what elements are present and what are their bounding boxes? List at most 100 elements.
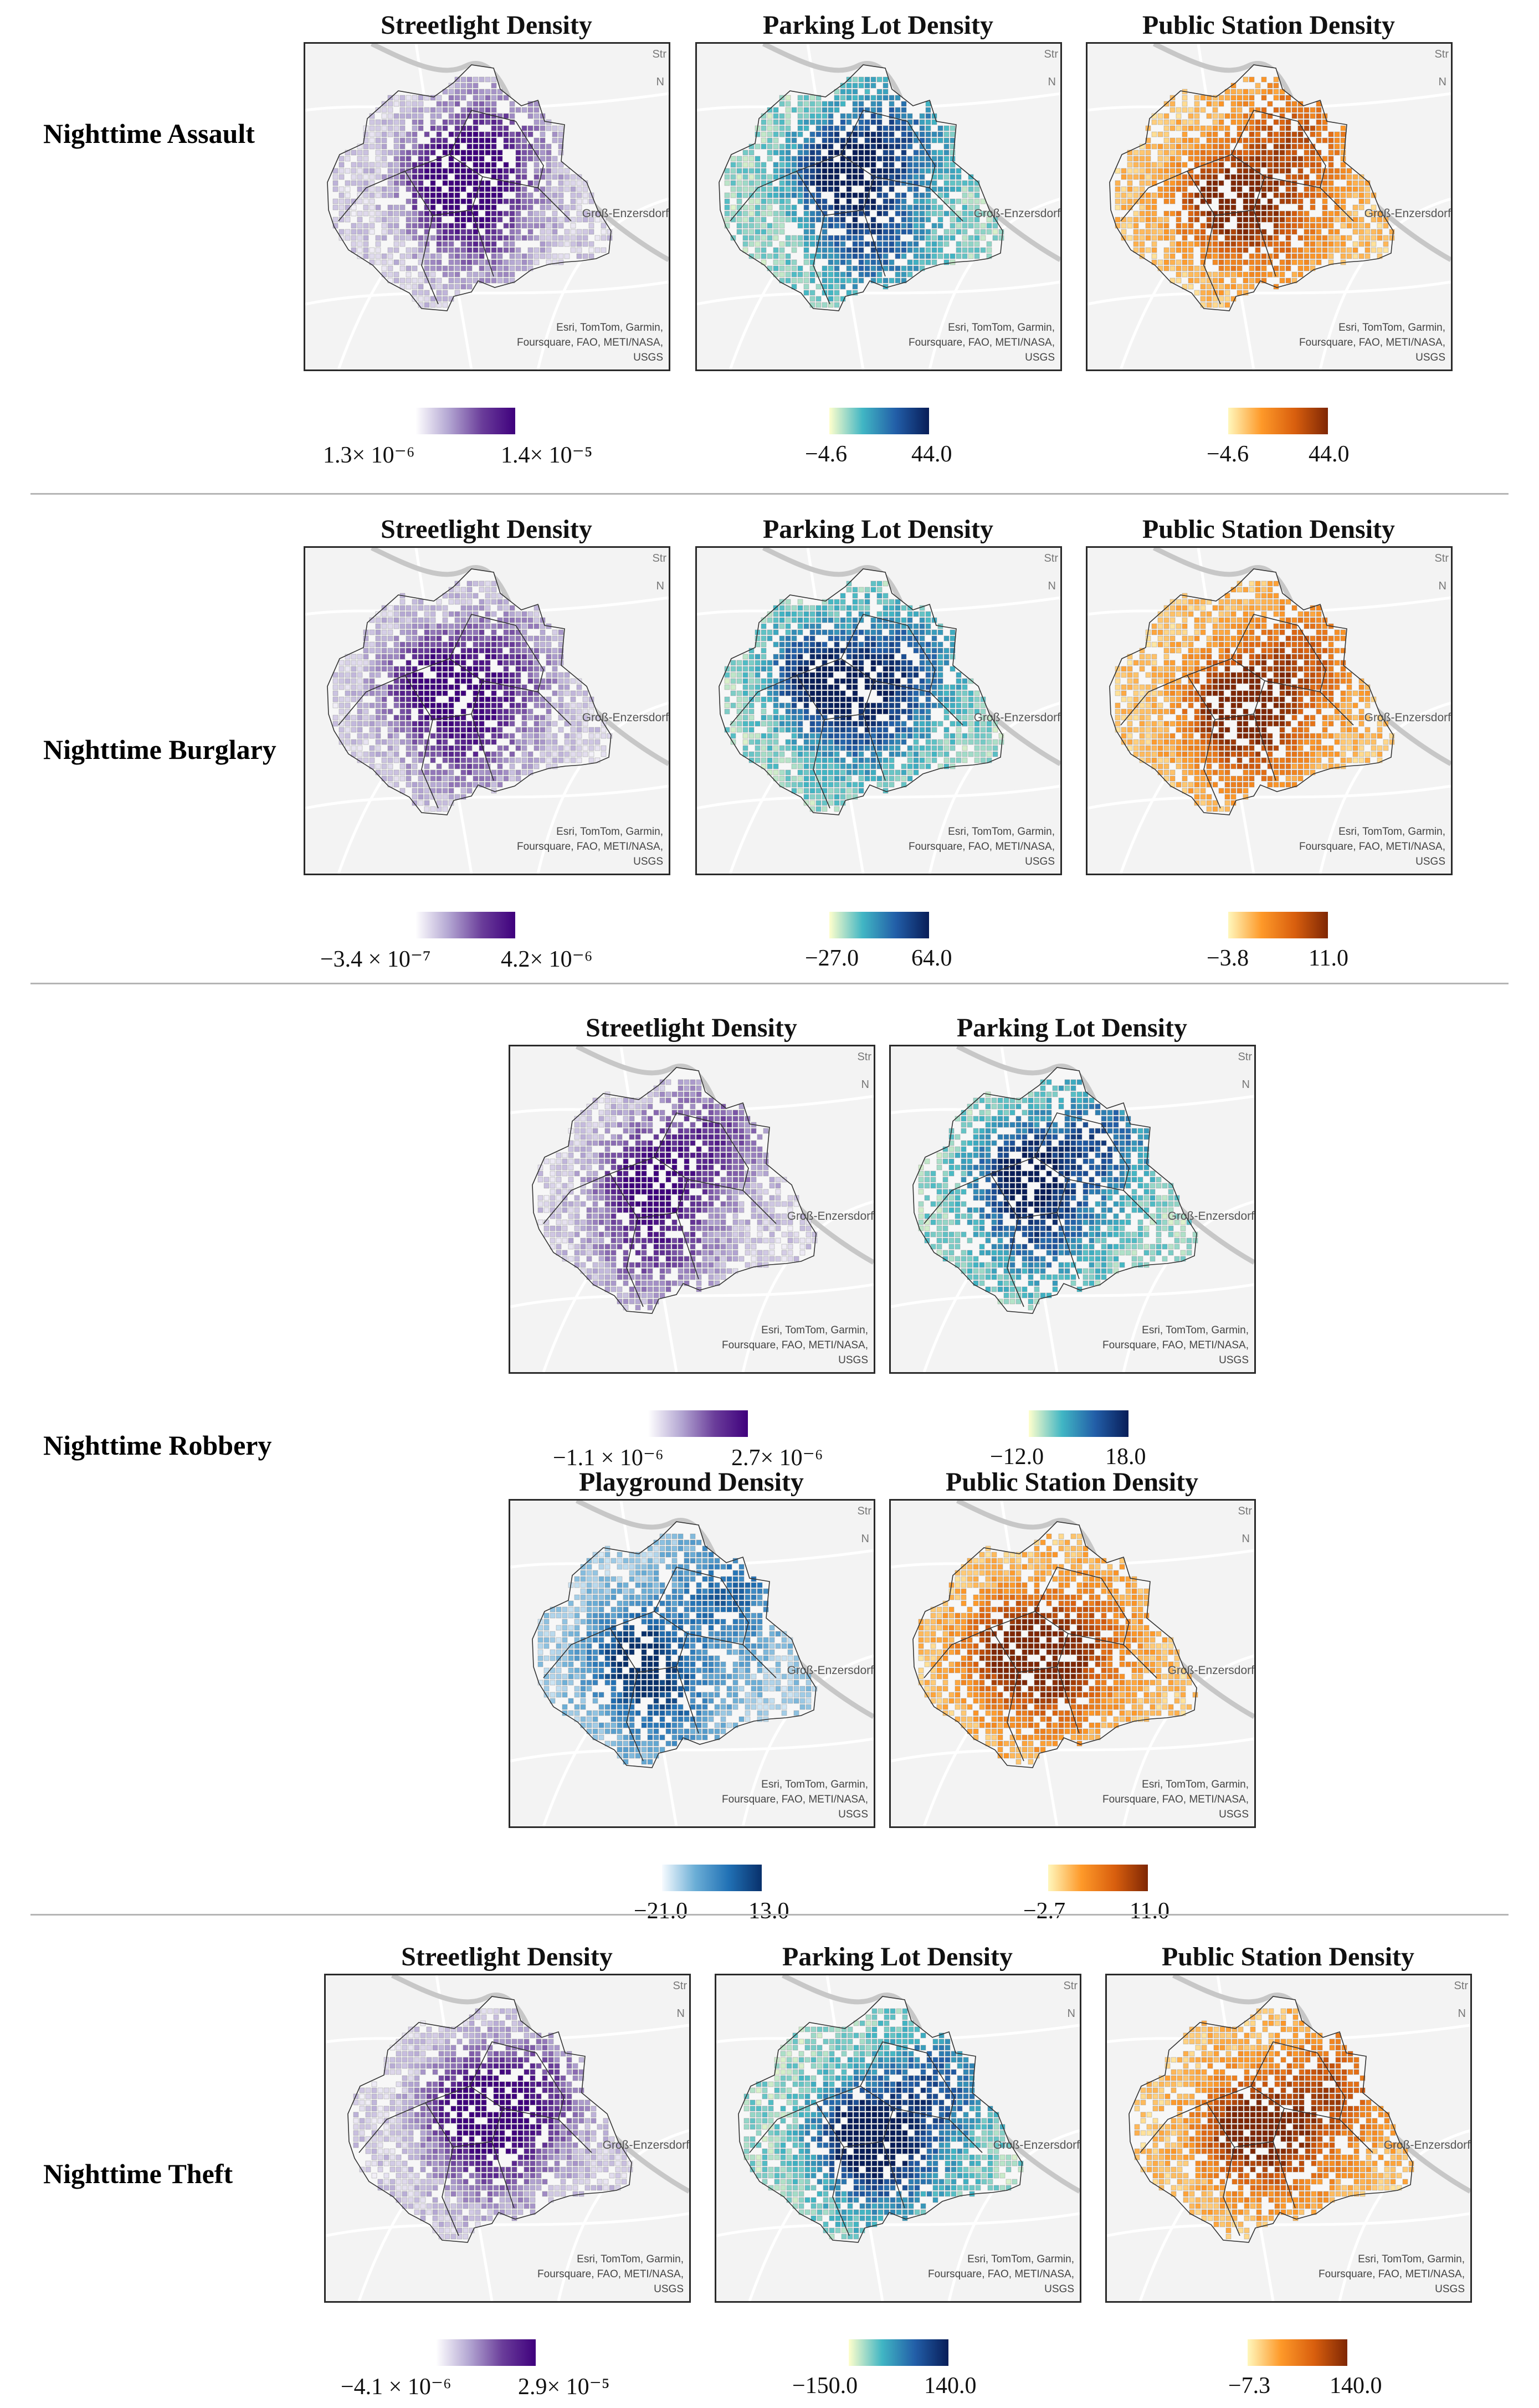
- density-cell: [466, 265, 473, 271]
- density-cell: [497, 776, 503, 782]
- density-cell: [919, 235, 925, 241]
- density-cell: [950, 198, 956, 204]
- density-cell: [834, 168, 840, 174]
- density-cell: [797, 156, 803, 162]
- density-cell: [956, 186, 962, 192]
- density-cell: [1182, 186, 1188, 192]
- density-cell: [876, 690, 883, 696]
- density-cell: [815, 143, 822, 150]
- density-cell: [828, 253, 834, 259]
- density-cell: [937, 696, 943, 702]
- density-cell: [1340, 217, 1346, 223]
- density-cell: [846, 119, 852, 125]
- density-cell: [473, 605, 479, 611]
- density-cell: [412, 174, 418, 180]
- density-cell: [1322, 247, 1328, 253]
- density-cell: [418, 648, 424, 654]
- density-cell: [393, 605, 399, 611]
- density-cell: [1267, 210, 1273, 217]
- density-cell: [724, 708, 730, 715]
- colorbar-min-label: −3.4 × 10⁻⁷: [320, 947, 431, 972]
- density-cell: [1169, 259, 1176, 265]
- density-cell: [1358, 241, 1364, 247]
- density-cell: [546, 733, 552, 739]
- map-frame[interactable]: Esri, TomTom, Garmin, Foursquare, FAO, ME…: [1086, 42, 1453, 371]
- density-cell: [809, 192, 815, 198]
- density-cell: [424, 629, 430, 635]
- density-cell: [1163, 229, 1169, 235]
- density-cell: [399, 702, 406, 708]
- density-cell: [925, 204, 931, 210]
- density-cell: [1340, 125, 1346, 131]
- density-cell: [901, 690, 907, 696]
- density-cell: [937, 150, 943, 156]
- density-cell: [412, 788, 418, 794]
- density-cell: [479, 168, 485, 174]
- density-cell: [1145, 143, 1151, 150]
- density-cell: [858, 757, 864, 763]
- density-cell: [761, 641, 767, 648]
- density-cell: [1243, 223, 1249, 229]
- density-cell: [406, 751, 412, 757]
- density-cell: [840, 113, 846, 119]
- density-cell: [834, 271, 840, 278]
- density-cell: [1322, 180, 1328, 186]
- density-cell: [883, 641, 889, 648]
- density-cell: [761, 192, 767, 198]
- density-cell: [822, 629, 828, 635]
- density-cell: [332, 690, 338, 696]
- density-cell: [1273, 150, 1279, 156]
- density-cell: [473, 125, 479, 131]
- density-cell: [515, 641, 521, 648]
- density-cell: [828, 174, 834, 180]
- density-cell: [485, 715, 491, 721]
- density-cell: [907, 715, 913, 721]
- density-cell: [540, 192, 546, 198]
- density-cell: [338, 229, 345, 235]
- density-cell: [919, 763, 925, 769]
- density-cell: [834, 690, 840, 696]
- density-cell: [1188, 137, 1194, 143]
- density-cell: [381, 125, 387, 131]
- density-cell: [828, 119, 834, 125]
- density-cell: [418, 617, 424, 623]
- density-cell: [1249, 278, 1255, 284]
- density-cell: [454, 745, 460, 751]
- density-cell: [424, 684, 430, 690]
- density-cell: [418, 143, 424, 150]
- density-cell: [834, 253, 840, 259]
- density-cell: [956, 241, 962, 247]
- density-cell: [828, 605, 834, 611]
- density-cell: [761, 210, 767, 217]
- density-cell: [864, 95, 870, 101]
- row-label-burglary: Nighttime Burglary: [43, 734, 276, 765]
- density-cell: [858, 265, 864, 271]
- density-cell: [907, 137, 913, 143]
- density-cell: [1297, 210, 1304, 217]
- map-frame[interactable]: Esri, TomTom, Garmin, Foursquare, FAO, ME…: [304, 546, 670, 875]
- density-cell: [889, 782, 895, 788]
- colorbar-min-label: −4.6: [1207, 441, 1249, 467]
- density-cell: [1249, 259, 1255, 265]
- density-cell: [564, 229, 570, 235]
- density-cell: [509, 265, 515, 271]
- density-cell: [1243, 168, 1249, 174]
- density-cell: [834, 235, 840, 241]
- density-cell: [460, 794, 466, 800]
- density-cell: [442, 143, 448, 150]
- density-cell: [503, 672, 509, 678]
- density-cell: [1194, 210, 1200, 217]
- density-cell: [369, 641, 375, 648]
- density-cell: [460, 788, 466, 794]
- density-cell: [1334, 210, 1340, 217]
- map-frame[interactable]: Esri, TomTom, Garmin, Foursquare, FAO, ME…: [695, 42, 1062, 371]
- density-cell: [730, 192, 736, 198]
- density-cell: [503, 776, 509, 782]
- density-cell: [785, 648, 791, 654]
- map-frame[interactable]: Esri, TomTom, Garmin, Foursquare, FAO, ME…: [695, 546, 1062, 875]
- density-cell: [889, 107, 895, 113]
- density-cell: [876, 137, 883, 143]
- density-cell: [503, 623, 509, 629]
- map-frame[interactable]: Esri, TomTom, Garmin, Foursquare, FAO, ME…: [304, 42, 670, 371]
- density-cell: [907, 751, 913, 757]
